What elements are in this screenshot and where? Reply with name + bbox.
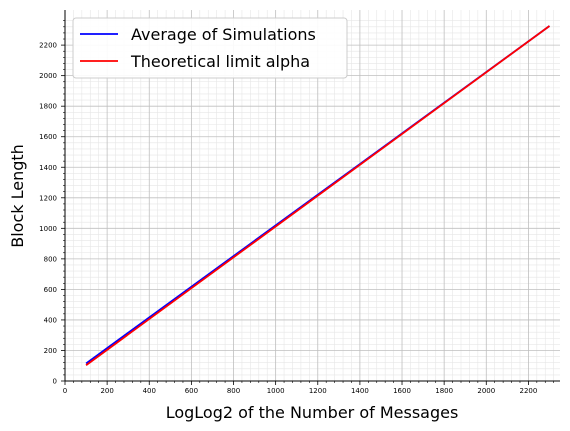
y-tick-label: 800 xyxy=(44,255,57,263)
series-lines xyxy=(85,25,550,367)
x-tick-label: 1800 xyxy=(435,387,453,395)
x-tick-label: 2000 xyxy=(477,387,495,395)
y-tick-label: 600 xyxy=(44,286,57,294)
y-tick-label: 1000 xyxy=(39,225,57,233)
legend-label-theoretical-limit-alpha: Theoretical limit alpha xyxy=(130,52,310,71)
x-tick-label: 800 xyxy=(227,387,240,395)
y-tick-label: 2200 xyxy=(39,42,57,50)
y-axis-label: Block Length xyxy=(8,144,27,248)
series-line-theoretical-limit-alpha xyxy=(85,25,550,367)
x-tick-labels: 0 200 400 600 800 1000 1200 1400 1600 1800 2000 220… xyxy=(63,387,538,395)
y-tick-label: 1600 xyxy=(39,133,57,141)
legend: Average of Simulations Theoretical limit… xyxy=(72,17,348,79)
x-tick-label: 1400 xyxy=(351,387,369,395)
y-tick-label: 1400 xyxy=(39,164,57,172)
y-tick-label: 1800 xyxy=(39,103,57,111)
x-tick-label: 400 xyxy=(143,387,156,395)
x-axis-label: LogLog2 of the Number of Messages xyxy=(166,403,459,422)
x-tick-label: 600 xyxy=(185,387,198,395)
x-tick-label: 2200 xyxy=(519,387,537,395)
x-tick-label: 1600 xyxy=(393,387,411,395)
legend-label-average-of-simulations: Average of Simulations xyxy=(131,25,316,44)
y-tick-label: 400 xyxy=(44,316,57,324)
x-tick-label: 1000 xyxy=(267,387,285,395)
x-tick-label: 0 xyxy=(63,387,67,395)
legend-box xyxy=(72,17,348,79)
axes xyxy=(64,10,560,382)
y-tick-label: 0 xyxy=(53,378,57,386)
x-tick-label: 1200 xyxy=(309,387,327,395)
x-tick-label: 200 xyxy=(100,387,113,395)
tick-marks xyxy=(61,20,554,385)
y-tick-label: 2000 xyxy=(39,72,57,80)
y-tick-label: 1200 xyxy=(39,194,57,202)
y-tick-labels: 0 200 400 600 800 1000 1200 1400 1600 1800 2000 220… xyxy=(39,42,57,386)
y-tick-label: 200 xyxy=(44,347,57,355)
